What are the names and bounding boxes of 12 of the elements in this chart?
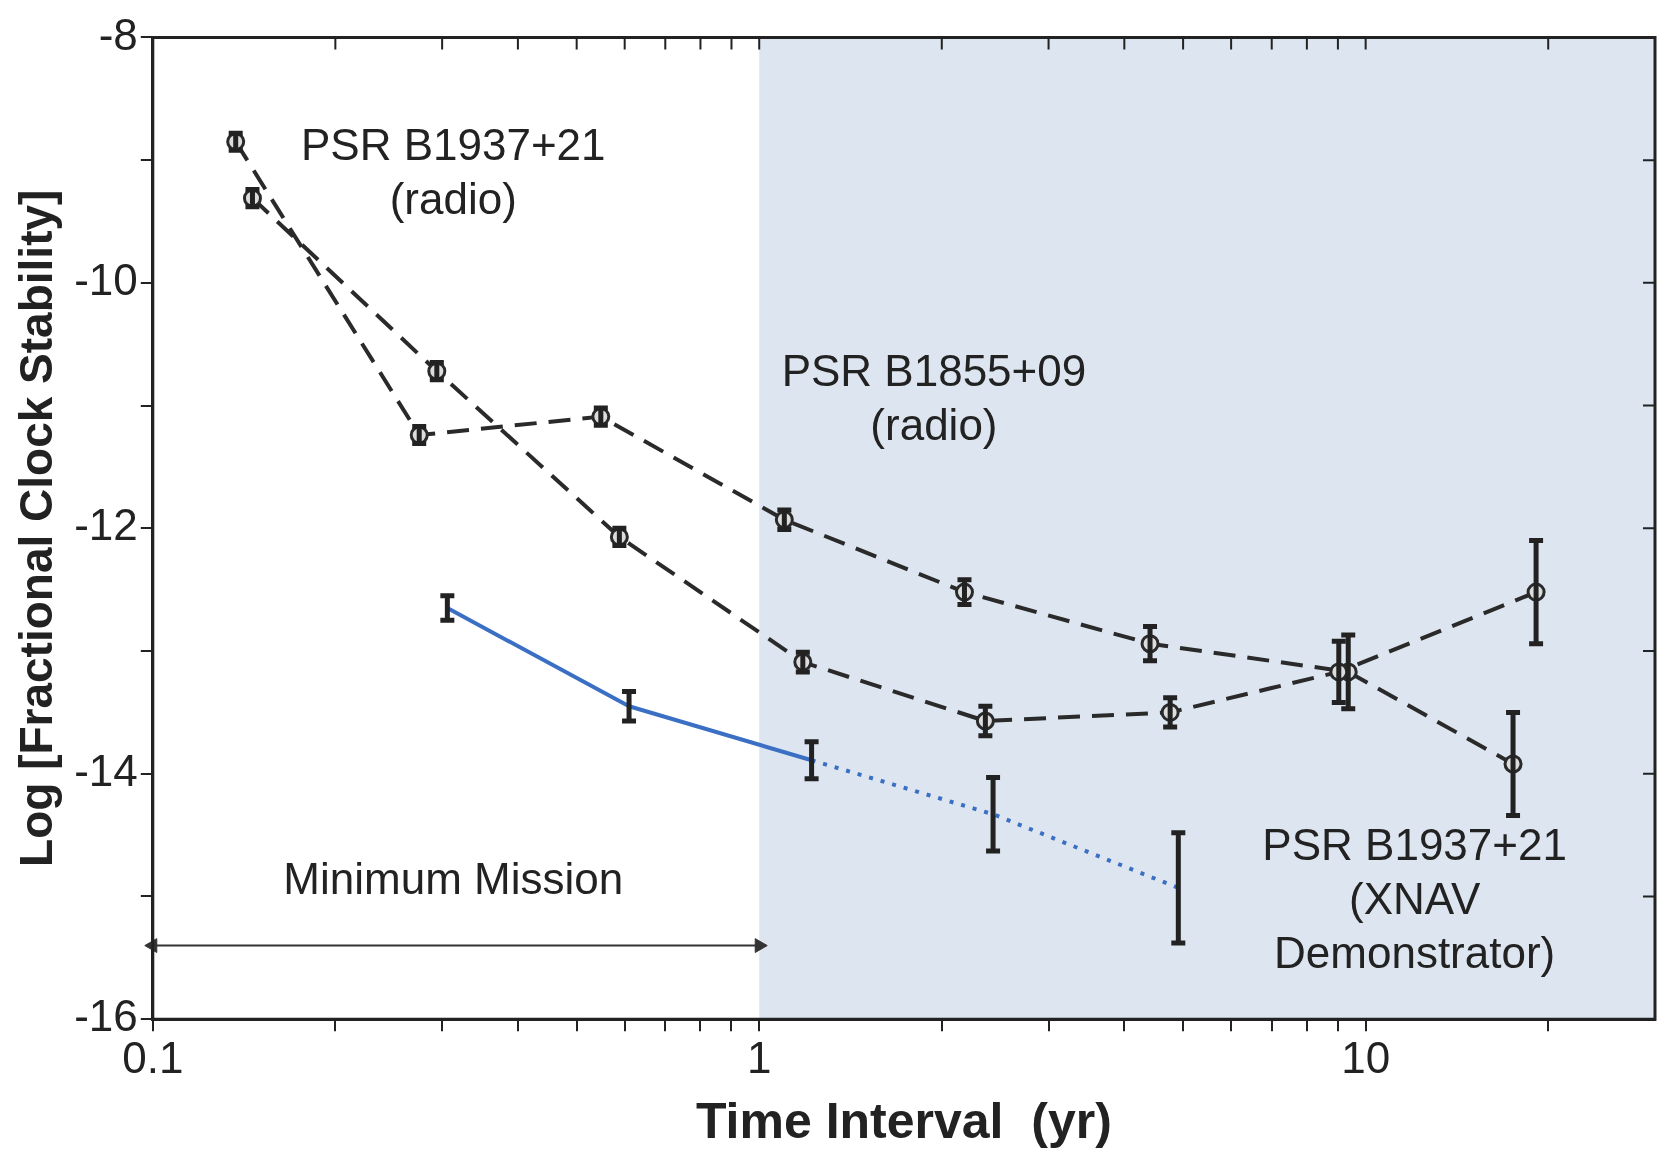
annotation: PSR B1937+21 (XNAV Demonstrator)	[1262, 819, 1567, 977]
x-tick-label: 10	[1341, 1032, 1391, 1082]
x-axis-title: Time Interval (yr)	[695, 1092, 1112, 1149]
y-tick-label: -12	[74, 500, 138, 550]
y-tick-label: -8	[98, 9, 138, 59]
x-tick-label: 1	[746, 1032, 772, 1082]
annotation: PSR B1937+21 (radio)	[300, 119, 606, 223]
annotation: Minimum Mission	[283, 853, 624, 903]
y-axis-title: Log [Fractional Clock Stability]	[10, 189, 63, 867]
y-tick-label: -10	[74, 254, 138, 304]
y-tick-label: -14	[74, 745, 138, 795]
annotation: PSR B1855+09 (radio)	[781, 345, 1087, 449]
